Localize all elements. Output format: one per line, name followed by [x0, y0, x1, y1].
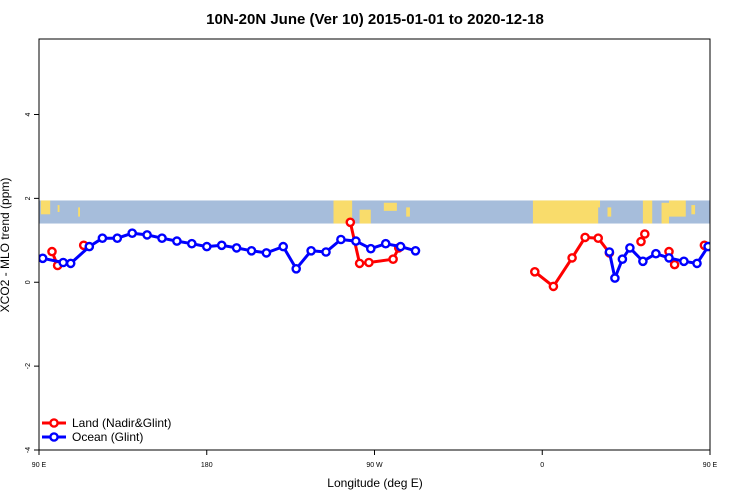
data-point: [580, 232, 590, 243]
data-point: [231, 243, 242, 253]
data-point: [617, 254, 628, 265]
y-tick-label: 0: [25, 280, 32, 284]
data-point: [719, 235, 726, 242]
y-axis-label: XCO2 - MLO trend (ppm): [0, 178, 12, 313]
data-point: [703, 241, 710, 252]
data-point: [380, 238, 391, 249]
x-tick-label: 90 E: [32, 462, 47, 469]
data-point: [651, 248, 661, 259]
map-land: [359, 209, 371, 224]
map-land: [691, 205, 696, 215]
data-point: [351, 236, 361, 246]
data-point: [604, 247, 615, 257]
data-point: [172, 236, 182, 246]
map-land: [40, 200, 51, 215]
data-point: [636, 236, 646, 247]
data-point: [58, 257, 69, 268]
data-point: [388, 254, 398, 265]
data-point: [365, 243, 376, 254]
data-point: [345, 217, 356, 228]
x-axis: 90 E 180 90 W 0 90 E: [32, 450, 718, 469]
map-land: [383, 202, 397, 211]
data-point: [278, 241, 289, 252]
data-point: [127, 228, 137, 238]
map-land: [532, 200, 599, 224]
data-point: [734, 235, 741, 242]
data-point: [47, 246, 57, 257]
legend-swatch-marker: [49, 432, 59, 442]
x-tick-label: 90 E: [703, 462, 718, 469]
y-tick-label: -4: [25, 447, 32, 453]
data-point: [65, 258, 76, 269]
data-point: [395, 241, 406, 252]
data-point: [530, 266, 540, 277]
data-point: [291, 263, 302, 274]
data-point: [306, 245, 316, 256]
x-tick-label: 180: [201, 462, 213, 469]
data-point: [186, 238, 197, 249]
data-point: [610, 273, 620, 283]
map-land: [668, 200, 686, 217]
data-point: [692, 258, 702, 269]
y-axis: -4 -2 0 2 4: [25, 112, 39, 453]
series-land: [47, 217, 710, 292]
data-point: [246, 245, 257, 256]
x-tick-label: 0: [540, 462, 544, 469]
data-point: [593, 233, 604, 243]
data-point: [216, 240, 227, 251]
map-land: [78, 207, 81, 217]
map-land: [57, 205, 60, 212]
map-land: [406, 207, 410, 217]
data-point: [679, 256, 689, 267]
data-point: [669, 259, 680, 270]
data-point: [638, 256, 648, 267]
map-land: [642, 200, 653, 224]
legend-item: Ocean (Glint): [42, 430, 143, 444]
map-land: [607, 207, 612, 217]
data-point: [84, 241, 95, 252]
map-land: [661, 202, 669, 224]
data-point: [97, 233, 108, 243]
y-tick-label: 2: [25, 196, 32, 200]
plot-frame: [38, 38, 711, 451]
data-point: [321, 247, 331, 257]
data-point: [364, 257, 374, 268]
legend-swatch-marker: [49, 418, 59, 428]
data-point: [201, 241, 212, 252]
series-ocean: [39, 228, 741, 283]
map-land: [333, 200, 353, 224]
chart-title: 10N-20N June (Ver 10) 2015-01-01 to 2020…: [206, 11, 544, 28]
data-point: [625, 243, 635, 253]
data-point: [142, 230, 152, 240]
data-point: [640, 229, 650, 239]
x-axis-label: Longitude (deg E): [327, 476, 422, 490]
series-line: [607, 243, 710, 280]
legend-item: Land (Nadir&Glint): [42, 416, 171, 430]
legend-label: Land (Nadir&Glint): [72, 416, 171, 430]
data-point: [410, 245, 421, 256]
x-tick-label: 90 W: [366, 462, 383, 469]
y-tick-label: 4: [25, 112, 32, 116]
data-point: [336, 234, 346, 245]
map-land: [590, 200, 601, 208]
data-point: [567, 253, 577, 263]
data-point: [112, 233, 123, 243]
data-point: [157, 233, 167, 243]
legend-label: Ocean (Glint): [72, 430, 143, 444]
data-point: [39, 253, 48, 264]
data-point: [664, 253, 674, 263]
data-point: [354, 258, 365, 269]
legend: Land (Nadir&Glint)Ocean (Glint): [42, 416, 171, 444]
data-point: [548, 281, 559, 292]
series-layer: [39, 217, 741, 292]
map-strip: [39, 200, 710, 224]
data-point: [261, 248, 272, 258]
y-tick-label: -2: [25, 363, 32, 369]
